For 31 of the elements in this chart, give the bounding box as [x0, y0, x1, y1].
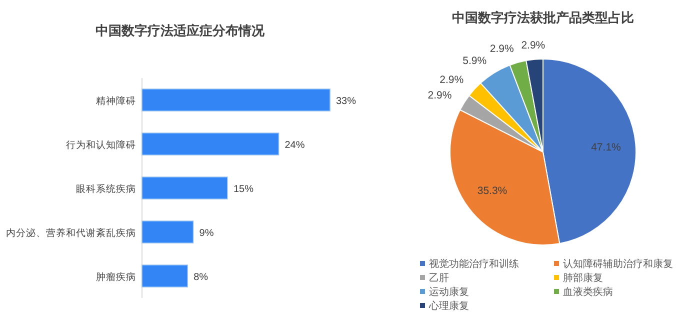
bar	[142, 220, 194, 244]
chart-title: 中国数字疗法获批产品类型占比	[452, 10, 634, 25]
data-label: 2.9%	[490, 43, 514, 56]
data-label: 2.9%	[428, 90, 452, 102]
data-label: 47.1%	[591, 141, 621, 154]
legend-label: 认知障碍辅助治疗和康复	[563, 258, 673, 270]
y-tick-label: 眼科系统疾病	[76, 183, 136, 195]
bar	[142, 132, 280, 156]
legend-label: 乙肝	[429, 273, 449, 284]
y-tick-label: 内分泌、营养和代谢紊乱疾病	[6, 227, 136, 239]
y-tick-label: 精神障碍	[96, 95, 136, 107]
legend-label: 视觉功能治疗和训练	[429, 258, 519, 270]
data-label: 35.3%	[477, 184, 508, 197]
chart-title: 中国数字疗法适应症分布情况	[96, 23, 266, 38]
data-label: 15%	[233, 184, 254, 195]
data-label: 8%	[194, 272, 208, 283]
bar	[142, 264, 188, 288]
legend-label: 心理康复	[428, 300, 469, 312]
y-tick-label: 行为和认知障碍	[66, 139, 136, 151]
data-label: 5.9%	[462, 55, 487, 68]
bar	[142, 88, 330, 112]
y-tick-label: 肿瘤疾病	[96, 271, 136, 283]
legend-label: 运动康复	[429, 286, 469, 298]
data-label: 24%	[284, 140, 305, 151]
data-label: 2.9%	[440, 74, 464, 86]
legend-label: 肺部康复	[563, 272, 603, 284]
data-label: 9%	[199, 228, 214, 239]
data-label: 33%	[336, 96, 356, 107]
data-label: 2.9%	[521, 40, 546, 52]
bar	[142, 176, 228, 200]
legend-label: 血液类疾病	[563, 286, 613, 298]
